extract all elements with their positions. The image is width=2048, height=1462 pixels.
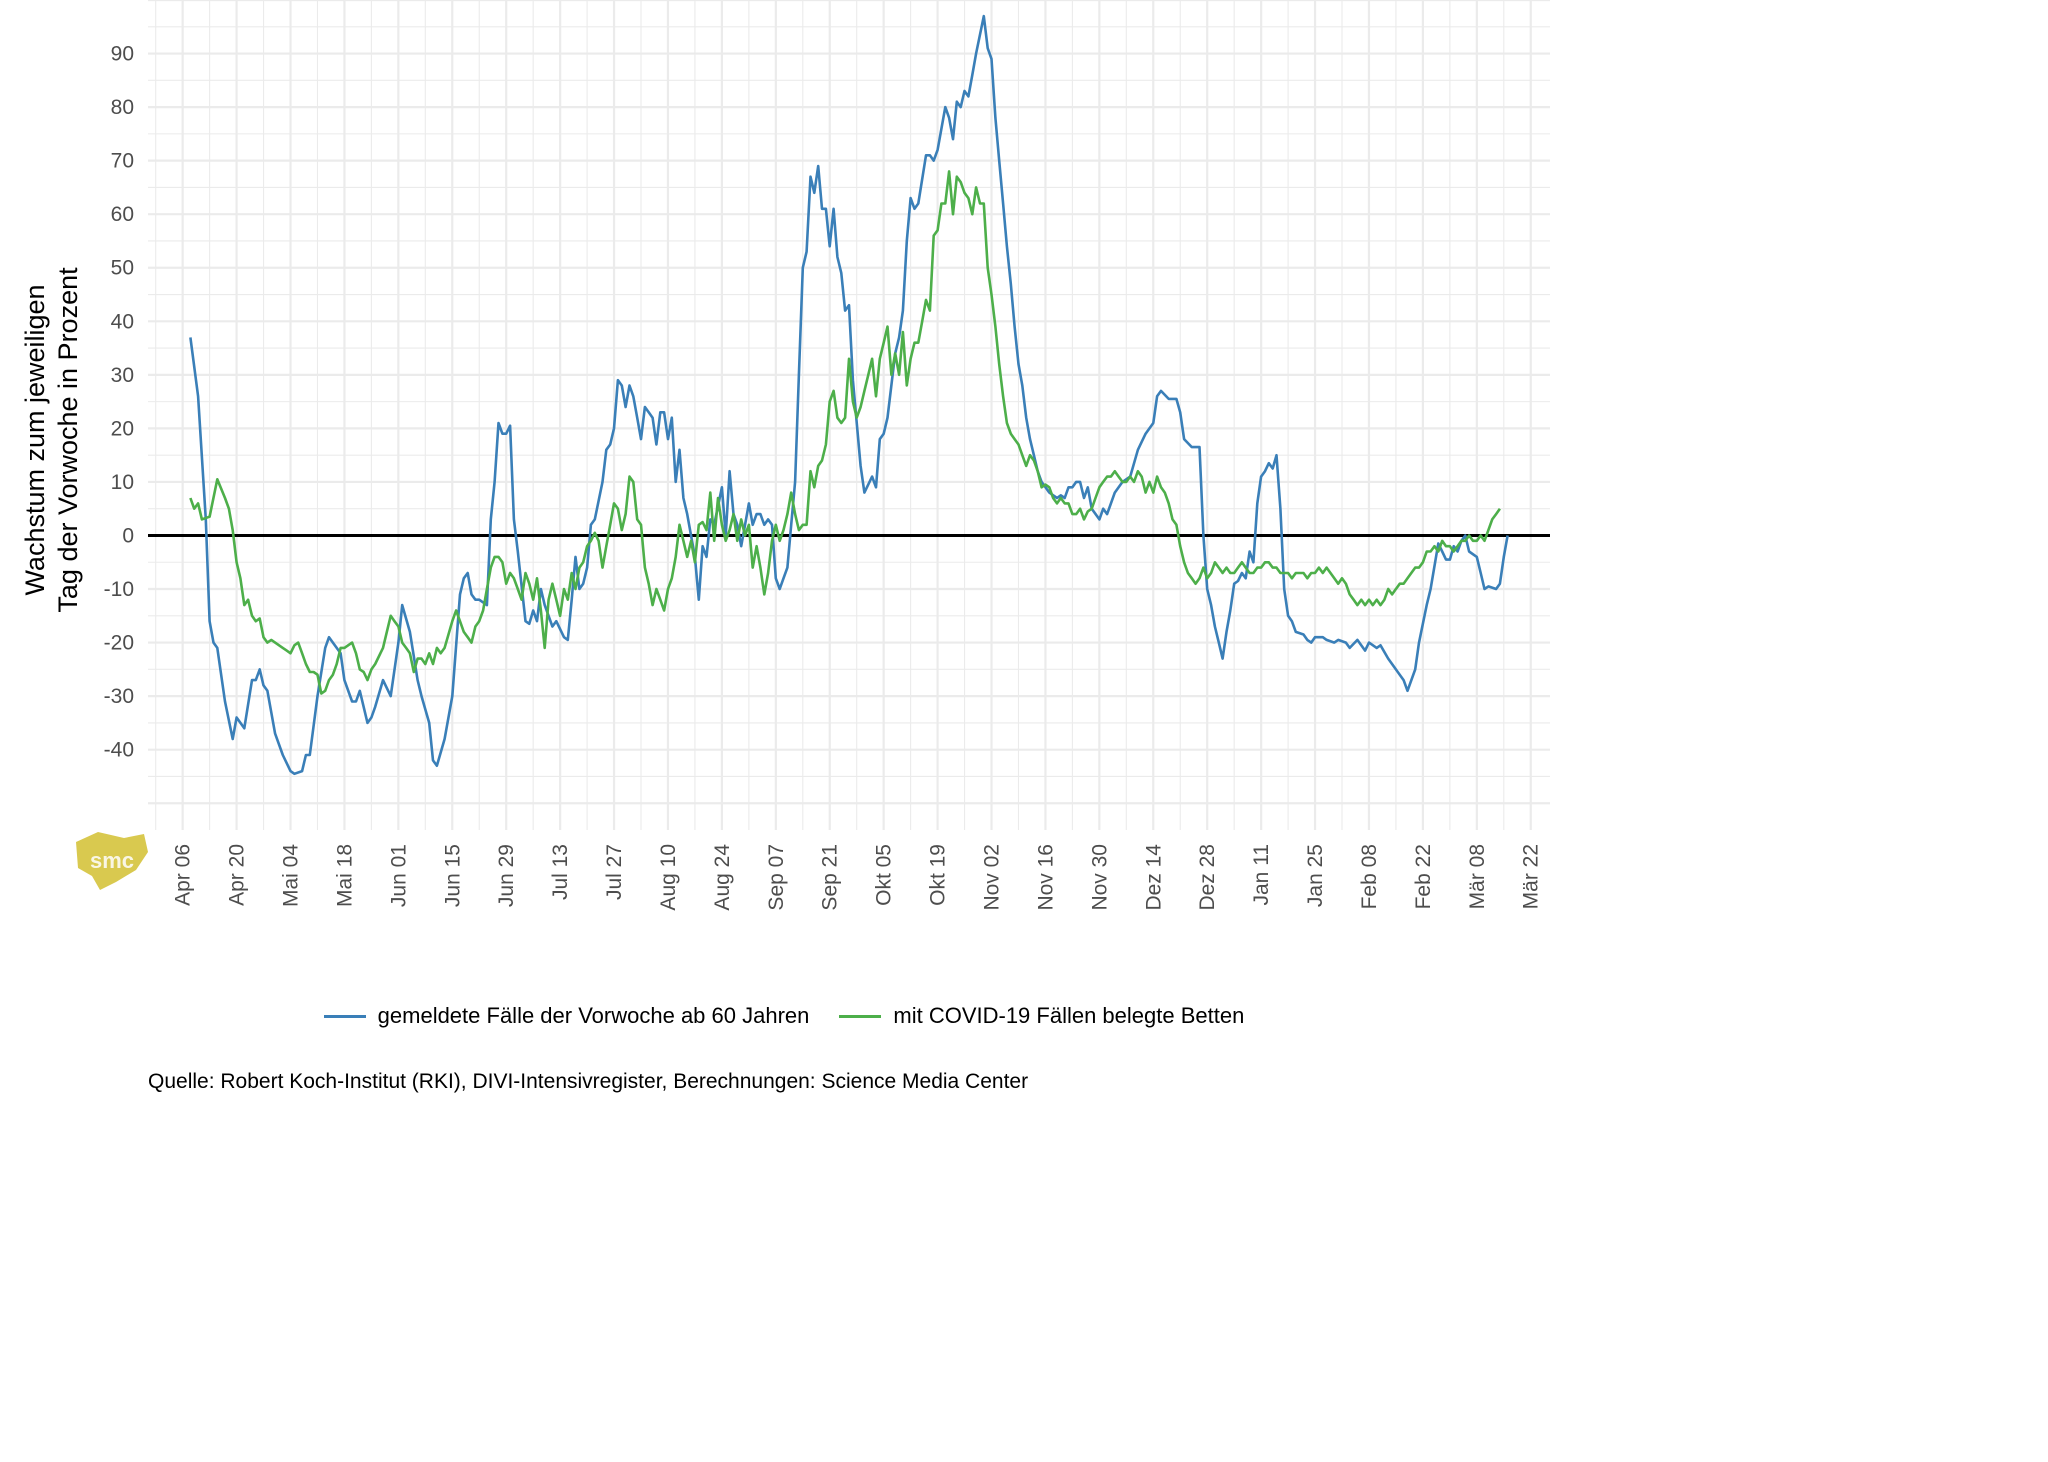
x-tick-label: Okt 05: [873, 844, 896, 906]
y-tick-label: 80: [111, 96, 134, 119]
x-tick-label: Sep 21: [819, 844, 842, 911]
legend-swatch-beds: [839, 1014, 882, 1018]
x-tick-label: Nov 30: [1088, 844, 1111, 911]
y-tick-label: 60: [111, 203, 134, 226]
smc-logo-text: smc: [90, 848, 134, 873]
x-tick-label: Jun 01: [387, 844, 410, 907]
x-tick-label: Apr 20: [226, 844, 249, 906]
y-tick-label: 20: [111, 417, 134, 440]
x-tick-label: Mai 18: [333, 844, 356, 907]
series-lines: [189, 14, 1509, 776]
x-tick-label: Mai 04: [280, 844, 303, 907]
legend-label-cases: gemeldete Fälle der Vorwoche ab 60 Jahre…: [377, 1003, 810, 1028]
y-tick-label: -30: [104, 685, 134, 708]
x-tick-label: Aug 24: [711, 844, 734, 911]
x-tick-label: Okt 19: [927, 844, 950, 906]
x-tick-label: Jun 29: [495, 844, 518, 907]
y-axis-title-line-2: Tag der Vorwoche in Prozent: [53, 267, 83, 613]
x-tick-label: Feb 22: [1412, 844, 1435, 909]
y-tick-label: 50: [111, 257, 134, 280]
legend-item-cases: gemeldete Fälle der Vorwoche ab 60 Jahre…: [323, 1003, 810, 1029]
y-tick-label: -10: [104, 578, 134, 601]
x-tick-label: Nov 16: [1034, 844, 1057, 911]
y-tick-label: -20: [104, 632, 134, 655]
y-axis-title: Wachstum zum jeweiligen Tag der Vorwoche…: [20, 267, 83, 613]
y-tick-label: 0: [122, 524, 134, 547]
x-tick-label: Feb 08: [1358, 844, 1381, 909]
x-tick-label: Dez 28: [1196, 844, 1219, 911]
series-line-cases: [189, 14, 1509, 776]
x-tick-label: Aug 10: [657, 844, 680, 911]
legend-swatch-cases: [323, 1014, 366, 1018]
x-tick-label: Nov 02: [981, 844, 1004, 911]
x-tick-label: Apr 06: [172, 844, 195, 906]
source-caption: Quelle: Robert Koch-Institut (RKI), DIVI…: [148, 1070, 1029, 1093]
x-tick-label: Mär 08: [1466, 844, 1489, 909]
y-tick-label: 30: [111, 364, 134, 387]
x-tick-label: Jul 13: [549, 844, 572, 900]
x-tick-label: Jan 11: [1250, 844, 1273, 906]
series-line-beds: [189, 170, 1501, 695]
x-axis-ticks: Apr 06 Apr 20 Mai 04 Mai 18 Jun 01 Jun 15 Jun …: [172, 844, 1543, 911]
y-axis-ticks: -40 -30 -20 -10 0 10 20 30 40 50 60 70 80 90: [104, 43, 134, 762]
smc-logo-shape: [76, 832, 148, 890]
y-axis-title-line-1: Wachstum zum jeweiligen: [20, 284, 50, 595]
y-tick-label: -40: [104, 739, 134, 762]
y-tick-label: 10: [111, 471, 134, 494]
smc-logo: smc: [76, 832, 148, 890]
x-tick-label: Jan 25: [1304, 844, 1327, 907]
legend-label-beds: mit COVID-19 Fällen belegte Betten: [893, 1003, 1245, 1028]
x-tick-label: Sep 07: [765, 844, 788, 911]
y-tick-label: 70: [111, 150, 134, 173]
legend-item-beds: mit COVID-19 Fällen belegte Betten: [839, 1003, 1244, 1029]
x-tick-label: Jun 15: [441, 844, 464, 907]
chart-background: [0, 0, 1568, 990]
x-tick-label: Jul 27: [603, 844, 626, 900]
y-tick-label: 90: [111, 43, 134, 66]
x-tick-label: Dez 14: [1142, 844, 1165, 911]
legend: gemeldete Fälle der Vorwoche ab 60 Jahre…: [0, 996, 1568, 1036]
x-tick-label: Mär 22: [1520, 844, 1543, 909]
y-tick-label: 40: [111, 310, 134, 333]
grid: [148, 0, 1550, 830]
